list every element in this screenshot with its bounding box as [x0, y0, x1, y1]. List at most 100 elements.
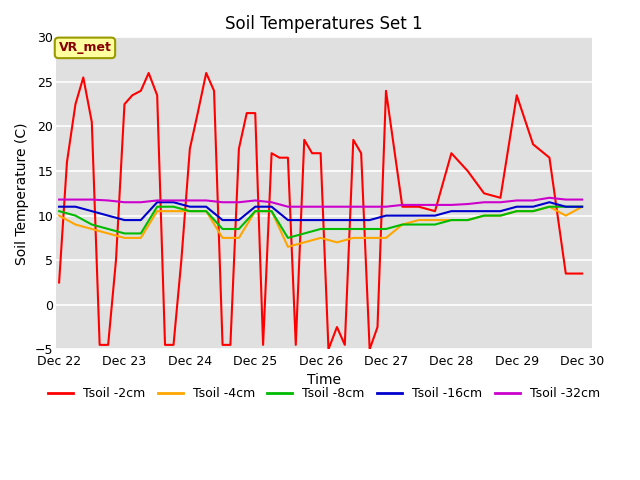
Tsoil -8cm [513, 208, 520, 214]
Line: Tsoil -2cm: Tsoil -2cm [59, 73, 582, 349]
Tsoil -32cm [579, 197, 586, 203]
Tsoil -32cm [72, 197, 79, 203]
Tsoil -8cm [219, 226, 227, 232]
Tsoil -4cm [480, 213, 488, 218]
Tsoil -4cm [72, 222, 79, 228]
Tsoil -8cm [579, 204, 586, 210]
Tsoil -4cm [268, 208, 275, 214]
Tsoil -8cm [235, 226, 243, 232]
Tsoil -32cm [399, 202, 406, 208]
Tsoil -32cm [104, 198, 112, 204]
Tsoil -2cm [308, 150, 316, 156]
Tsoil -8cm [72, 213, 79, 218]
Tsoil -4cm [121, 235, 129, 241]
Tsoil -32cm [252, 198, 259, 204]
Tsoil -8cm [349, 226, 357, 232]
Tsoil -8cm [447, 217, 455, 223]
Tsoil -2cm [317, 150, 324, 156]
Tsoil -2cm [579, 271, 586, 276]
Tsoil -8cm [300, 230, 308, 236]
Tsoil -8cm [333, 226, 341, 232]
Tsoil -8cm [431, 222, 439, 228]
Tsoil -32cm [186, 198, 194, 204]
Tsoil -2cm [324, 347, 332, 352]
Tsoil -32cm [529, 198, 537, 204]
Tsoil -32cm [317, 204, 324, 210]
Tsoil -8cm [464, 217, 472, 223]
Tsoil -4cm [219, 235, 227, 241]
Tsoil -16cm [300, 217, 308, 223]
Tsoil -16cm [349, 217, 357, 223]
Tsoil -32cm [349, 204, 357, 210]
Tsoil -16cm [55, 204, 63, 210]
Title: Soil Temperatures Set 1: Soil Temperatures Set 1 [225, 15, 422, 33]
Tsoil -4cm [104, 230, 112, 236]
Tsoil -16cm [431, 213, 439, 218]
Line: Tsoil -16cm: Tsoil -16cm [59, 202, 582, 220]
Line: Tsoil -4cm: Tsoil -4cm [59, 207, 582, 247]
Tsoil -16cm [284, 217, 292, 223]
Y-axis label: Soil Temperature (C): Soil Temperature (C) [15, 122, 29, 264]
Tsoil -4cm [202, 208, 210, 214]
Tsoil -4cm [546, 204, 554, 210]
Tsoil -4cm [497, 213, 504, 218]
Tsoil -16cm [202, 204, 210, 210]
Tsoil -8cm [121, 230, 129, 236]
Tsoil -16cm [513, 204, 520, 210]
Tsoil -8cm [154, 204, 161, 210]
Tsoil -32cm [202, 198, 210, 204]
Tsoil -8cm [202, 208, 210, 214]
Tsoil -8cm [104, 226, 112, 232]
Tsoil -2cm [349, 137, 357, 143]
Tsoil -8cm [268, 208, 275, 214]
Tsoil -4cm [431, 217, 439, 223]
Tsoil -4cm [366, 235, 374, 241]
Tsoil -8cm [529, 208, 537, 214]
Tsoil -4cm [317, 235, 324, 241]
Tsoil -16cm [88, 208, 95, 214]
Tsoil -32cm [382, 204, 390, 210]
Tsoil -16cm [480, 208, 488, 214]
Tsoil -16cm [154, 199, 161, 205]
Tsoil -32cm [431, 202, 439, 208]
Tsoil -4cm [300, 240, 308, 245]
Tsoil -8cm [137, 230, 145, 236]
Tsoil -8cm [366, 226, 374, 232]
Tsoil -32cm [300, 204, 308, 210]
Legend: Tsoil -2cm, Tsoil -4cm, Tsoil -8cm, Tsoil -16cm, Tsoil -32cm: Tsoil -2cm, Tsoil -4cm, Tsoil -8cm, Tsoi… [43, 383, 605, 406]
Tsoil -4cm [415, 217, 422, 223]
Tsoil -32cm [284, 204, 292, 210]
Tsoil -8cm [562, 204, 570, 210]
Tsoil -2cm [415, 204, 422, 210]
Tsoil -16cm [562, 204, 570, 210]
Tsoil -16cm [170, 199, 177, 205]
Tsoil -32cm [88, 197, 95, 203]
Tsoil -8cm [480, 213, 488, 218]
Tsoil -4cm [579, 204, 586, 210]
Tsoil -16cm [186, 204, 194, 210]
Tsoil -2cm [341, 342, 349, 348]
Tsoil -16cm [366, 217, 374, 223]
Tsoil -8cm [170, 204, 177, 210]
Tsoil -4cm [88, 226, 95, 232]
Tsoil -32cm [219, 199, 227, 205]
Tsoil -32cm [513, 198, 520, 204]
Tsoil -4cm [529, 208, 537, 214]
Tsoil -8cm [415, 222, 422, 228]
Tsoil -16cm [579, 204, 586, 210]
Tsoil -2cm [145, 70, 152, 76]
Tsoil -16cm [252, 204, 259, 210]
Tsoil -8cm [252, 208, 259, 214]
Tsoil -4cm [252, 208, 259, 214]
Tsoil -16cm [219, 217, 227, 223]
Tsoil -16cm [121, 217, 129, 223]
Tsoil -16cm [104, 213, 112, 218]
Tsoil -32cm [415, 202, 422, 208]
Tsoil -16cm [382, 213, 390, 218]
Tsoil -32cm [464, 201, 472, 207]
Line: Tsoil -32cm: Tsoil -32cm [59, 198, 582, 207]
Tsoil -8cm [88, 222, 95, 228]
Tsoil -32cm [268, 199, 275, 205]
Tsoil -32cm [480, 199, 488, 205]
Tsoil -16cm [399, 213, 406, 218]
